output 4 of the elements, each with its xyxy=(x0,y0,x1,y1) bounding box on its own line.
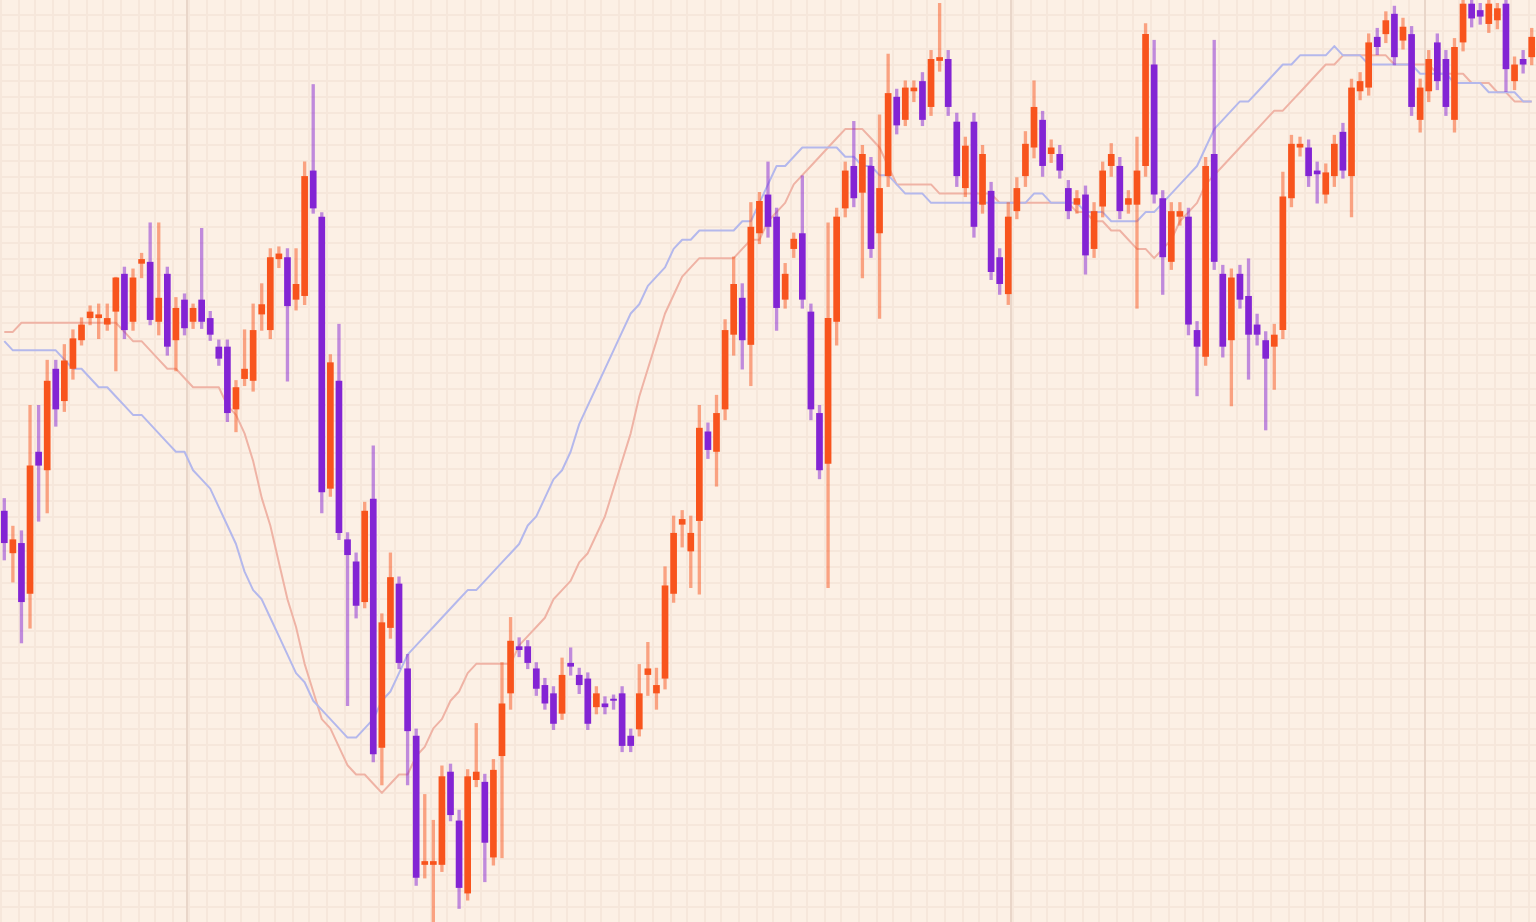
candlestick xyxy=(515,637,523,658)
candlestick xyxy=(1193,321,1201,397)
candlestick xyxy=(644,641,652,696)
candlestick xyxy=(601,696,609,715)
